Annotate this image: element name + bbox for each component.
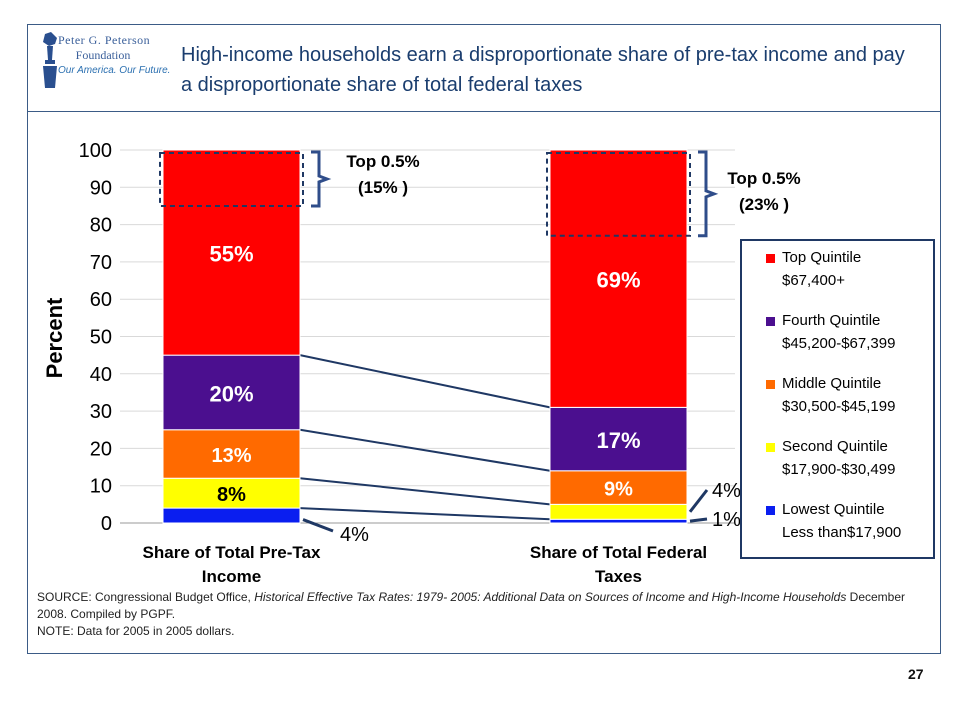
segment-label: 17% xyxy=(596,428,640,453)
top-half-percent-box xyxy=(546,152,691,237)
annotation-title: Top 0.5% xyxy=(346,152,419,171)
y-tick-label: 70 xyxy=(90,252,112,274)
category-labels: Share of Total Pre-Tax Income Share of Tot… xyxy=(143,543,708,586)
legend-swatch xyxy=(766,443,775,452)
legend-box xyxy=(740,239,935,559)
legend-label: $30,500-$45,199 xyxy=(782,398,895,415)
bar-segment-fourth-quintile xyxy=(162,354,301,431)
source-suffix: December 2008. Compiled by PGPF. xyxy=(37,590,906,621)
segment-label: 69% xyxy=(596,268,640,293)
legend-label: Less than$17,900 xyxy=(782,524,901,541)
y-tick-label: 20 xyxy=(90,438,112,460)
y-tick-label: 90 xyxy=(90,177,112,199)
page-number: 27 xyxy=(908,666,924,682)
segment-label: 55% xyxy=(209,242,253,267)
y-tick-label: 40 xyxy=(90,364,112,386)
y-tick-label: 60 xyxy=(90,289,112,311)
data-note: NOTE: Data for 2005 in 2005 dollars. xyxy=(37,624,235,638)
header-bar xyxy=(27,24,941,112)
connector-lines xyxy=(299,354,551,521)
top-annotations: Top 0.5% (15% ) Top 0.5% (23% ) xyxy=(159,150,801,238)
segment-label: 13% xyxy=(211,445,251,467)
bar-segment-middle-quintile xyxy=(549,470,688,505)
bar-segment-second-quintile xyxy=(549,503,688,520)
brace-icon xyxy=(698,150,719,238)
outside-label: 1% xyxy=(712,509,741,531)
y-axis-label: Percent xyxy=(42,297,67,378)
y-tick-label: 80 xyxy=(90,215,112,237)
segment-labels: 8% 13% 20% 55% 9% 17% 69% xyxy=(209,242,640,507)
segment-label: 9% xyxy=(604,479,633,501)
legend-swatch xyxy=(766,254,775,263)
connector-line xyxy=(299,428,551,472)
source-prefix: SOURCE: Congressional Budget Office, xyxy=(37,590,255,604)
foundation-logo xyxy=(43,32,57,88)
leader-line xyxy=(302,518,334,533)
legend-label: Top Quintile xyxy=(782,249,861,266)
connector-line xyxy=(299,354,551,409)
bar-segment-lowest-quintile xyxy=(549,518,688,524)
outside-label: 4% xyxy=(712,480,741,502)
source-title: Historical Effective Tax Rates: 1979- 20… xyxy=(254,590,847,604)
connector-line xyxy=(299,507,551,521)
bars xyxy=(162,149,688,524)
torch-icon xyxy=(43,32,57,88)
bar-segment-top-quintile xyxy=(549,149,688,408)
y-axis-ticks: 0 10 20 30 40 50 60 70 80 90 100 xyxy=(79,140,112,535)
category-label: Share of Total Federal xyxy=(530,543,707,562)
segment-label: 8% xyxy=(217,484,246,506)
logo-text: Peter G. Peterson Foundation Our America… xyxy=(58,33,170,76)
y-tick-label: 10 xyxy=(90,476,112,498)
legend-swatch xyxy=(766,506,775,515)
y-tick-label: 50 xyxy=(90,327,112,349)
legend-label: $17,900-$30,499 xyxy=(782,461,895,478)
bar-segment-lowest-quintile xyxy=(162,507,301,524)
bar-segment-middle-quintile xyxy=(162,429,301,479)
legend-label: Lowest Quintile xyxy=(782,501,885,518)
y-tick-label: 0 xyxy=(101,513,112,535)
y-tick-label: 100 xyxy=(79,140,112,162)
leader-line xyxy=(688,489,709,513)
category-label: Income xyxy=(202,567,262,586)
legend-swatch xyxy=(766,380,775,389)
y-tick-label: 30 xyxy=(90,401,112,423)
outside-label: 4% xyxy=(340,524,369,546)
legend-label: $45,200-$67,399 xyxy=(782,335,895,352)
slide-frame xyxy=(27,24,941,654)
annotation-value: (15% ) xyxy=(358,178,408,197)
side-labels: 4% 1% 4% xyxy=(302,480,741,546)
legend-label: Fourth Quintile xyxy=(782,312,880,329)
source-note: SOURCE: Congressional Budget Office, His… xyxy=(37,589,932,640)
bar-segment-top-quintile xyxy=(162,149,301,356)
connector-line xyxy=(299,477,551,506)
bar-segment-fourth-quintile xyxy=(549,406,688,472)
legend: Top Quintile $67,400+ Fourth Quintile $45,2… xyxy=(740,239,935,559)
logo-tagline: Our America. Our Future. xyxy=(58,65,171,76)
brace-icon xyxy=(311,150,332,208)
logo-name: Peter G. Peterson xyxy=(58,33,151,47)
legend-label: Middle Quintile xyxy=(782,375,881,392)
bar-segment-second-quintile xyxy=(162,477,301,509)
legend-label: Second Quintile xyxy=(782,438,888,455)
legend-swatch xyxy=(766,317,775,326)
slide-title: High-income households earn a disproport… xyxy=(181,44,905,96)
annotation-value: (23% ) xyxy=(739,195,789,214)
category-label: Taxes xyxy=(595,567,642,586)
logo-foundation: Foundation xyxy=(75,48,131,62)
leader-line xyxy=(689,517,708,523)
segment-label: 20% xyxy=(209,381,253,406)
legend-label: $67,400+ xyxy=(782,272,845,289)
category-label: Share of Total Pre-Tax xyxy=(143,543,321,562)
annotation-title: Top 0.5% xyxy=(727,169,800,188)
